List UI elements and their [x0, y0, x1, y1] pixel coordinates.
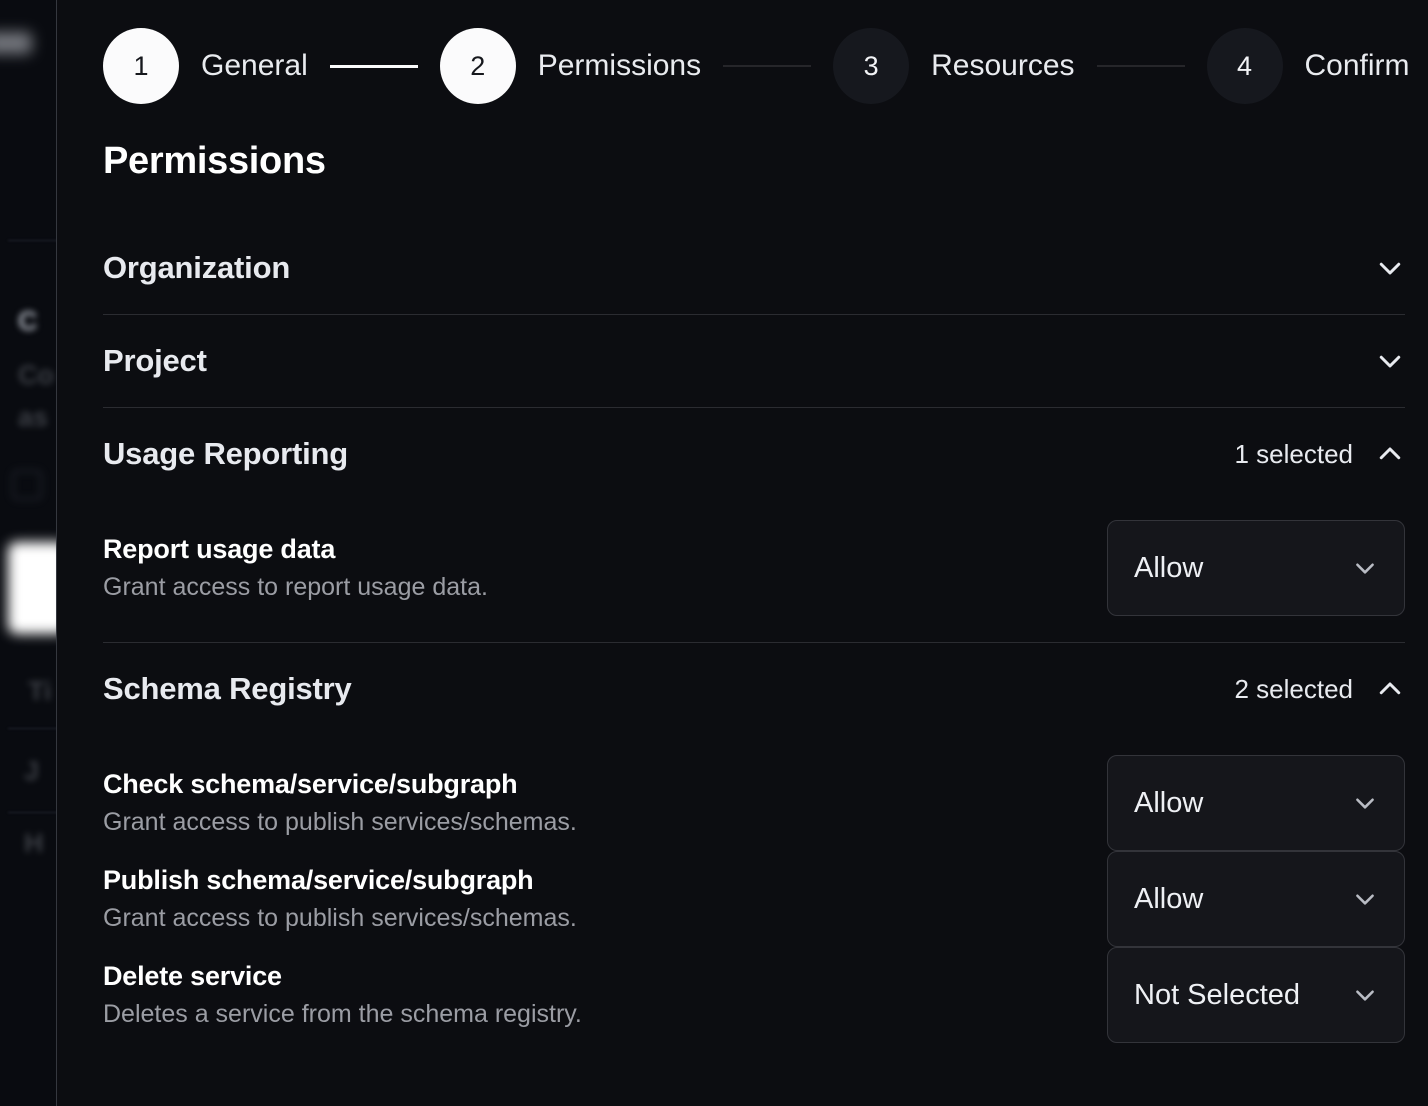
step-number-badge: 3 [833, 28, 910, 104]
section-title: Project [103, 343, 207, 378]
step-label: Permissions [537, 49, 702, 82]
background-nav-item: J [24, 756, 40, 786]
permission-description: Deletes a service from the schema regist… [103, 1000, 582, 1028]
wizard-step-general[interactable]: 1 General [103, 28, 308, 104]
chevron-down-icon [1375, 346, 1405, 376]
permission-text: Check schema/service/subgraph Grant acces… [103, 769, 577, 837]
section-header-schema-registry[interactable]: Schema Registry 2 selected [103, 643, 1405, 735]
permission-select[interactable]: Not Selected [1107, 947, 1405, 1043]
step-connector [1096, 65, 1185, 67]
chevron-down-icon [1352, 790, 1378, 816]
permission-name: Report usage data [103, 534, 336, 564]
permission-select[interactable]: Allow [1107, 755, 1405, 851]
section-title: Schema Registry [103, 671, 352, 706]
section-header-usage-reporting[interactable]: Usage Reporting 1 selected [103, 408, 1405, 500]
step-connector [329, 64, 418, 68]
background-icon-blur [12, 470, 42, 500]
step-label: General [201, 49, 308, 82]
background-divider [8, 728, 56, 729]
section-divider [103, 314, 1405, 315]
permission-select-value: Allow [1134, 786, 1204, 819]
wizard-step-permissions[interactable]: 2 Permissions [439, 28, 702, 104]
permission-text: Delete service Deletes a service from the… [103, 961, 582, 1029]
background-logo-blur [0, 32, 32, 54]
permission-row: Publish schema/service/subgraph Grant acc… [103, 851, 1405, 947]
section-header-project[interactable]: Project [103, 315, 1405, 407]
chevron-down-icon [1352, 886, 1378, 912]
background-app-blurred: C Co as Ti J H [0, 0, 56, 1106]
section-selected-count: 1 selected [1234, 438, 1353, 469]
permission-list-schema-registry: Check schema/service/subgraph Grant acces… [103, 735, 1405, 1069]
background-divider [8, 812, 56, 813]
wizard-step-resources[interactable]: 3 Resources [833, 28, 1075, 104]
section-title: Usage Reporting [103, 436, 349, 471]
permission-row: Delete service Deletes a service from the… [103, 947, 1405, 1043]
step-label: Confirm [1304, 49, 1410, 82]
permission-select-value: Allow [1134, 551, 1204, 584]
background-nav-item: Ti [28, 676, 52, 706]
permissions-wizard-modal: 1 General 2 Permissions 3 Resources 4 Confirm P… [56, 0, 1428, 1106]
step-number-badge: 4 [1206, 28, 1283, 104]
wizard-stepper: 1 General 2 Permissions 3 Resources 4 Confirm [103, 28, 1410, 104]
section-selected-count: 2 selected [1234, 673, 1353, 704]
section-header-right: 1 selected [1234, 439, 1405, 470]
chevron-down-icon [1352, 982, 1378, 1008]
permission-name: Check schema/service/subgraph [103, 769, 518, 799]
background-nav-item: Co [18, 360, 54, 390]
background-nav-item: H [24, 828, 44, 858]
background-divider [8, 240, 56, 241]
permission-text: Publish schema/service/subgraph Grant acc… [103, 865, 577, 933]
background-nav-item: C [18, 306, 38, 336]
permission-list-usage-reporting: Report usage data Grant access to report … [103, 500, 1405, 642]
permission-sections: Organization Project Usage Reporting 1 sele… [103, 222, 1405, 1069]
permission-text: Report usage data Grant access to report … [103, 534, 488, 602]
step-number-badge: 2 [439, 28, 516, 104]
permission-select-value: Not Selected [1134, 978, 1301, 1011]
section-title: Organization [103, 250, 291, 285]
chevron-down-icon [1375, 253, 1405, 283]
chevron-up-icon [1375, 439, 1405, 469]
background-nav-item: as [18, 402, 49, 432]
permission-select-value: Allow [1134, 882, 1204, 915]
section-header-right [1375, 253, 1405, 283]
background-card-blur [8, 542, 56, 634]
step-number-badge: 1 [103, 28, 179, 104]
permission-row: Report usage data Grant access to report … [103, 520, 1405, 616]
permission-name: Publish schema/service/subgraph [103, 865, 534, 895]
section-divider [103, 642, 1405, 643]
permission-description: Grant access to report usage data. [103, 573, 488, 601]
permission-name: Delete service [103, 961, 282, 991]
chevron-up-icon [1375, 674, 1405, 704]
chevron-down-icon [1352, 555, 1378, 581]
section-header-organization[interactable]: Organization [103, 222, 1405, 314]
step-label: Resources [931, 49, 1075, 82]
permission-select[interactable]: Allow [1107, 520, 1405, 616]
section-header-right: 2 selected [1234, 674, 1405, 705]
wizard-step-confirm[interactable]: 4 Confirm [1206, 28, 1410, 104]
permission-description: Grant access to publish services/schemas… [103, 808, 577, 836]
section-divider [103, 407, 1405, 408]
step-connector [723, 65, 812, 67]
permission-select[interactable]: Allow [1107, 851, 1405, 947]
permission-description: Grant access to publish services/schemas… [103, 904, 577, 932]
section-header-right [1375, 346, 1405, 376]
permission-row: Check schema/service/subgraph Grant acces… [103, 755, 1405, 851]
page-title: Permissions [103, 140, 326, 182]
